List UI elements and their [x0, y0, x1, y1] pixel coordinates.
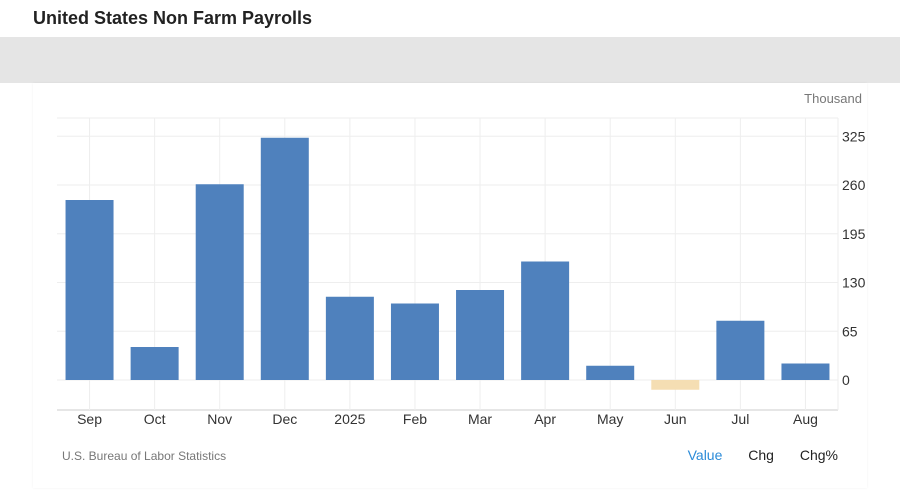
- x-tick-label: Apr: [534, 411, 556, 427]
- y-tick-label: 195: [842, 226, 866, 242]
- bar-feb[interactable]: [390, 303, 439, 381]
- tab-value[interactable]: Value: [687, 447, 723, 463]
- tab-chg-percent[interactable]: Chg%: [799, 447, 838, 463]
- x-tick-label: Oct: [144, 411, 166, 427]
- x-tick-label: May: [597, 411, 623, 427]
- y-tick-label: 130: [842, 275, 866, 291]
- y-tick-label: 325: [842, 128, 866, 144]
- view-tabs: Value Chg Chg%: [666, 447, 838, 463]
- x-tick-label: Jul: [731, 411, 749, 427]
- chart-panel: [33, 83, 867, 488]
- bar-aug[interactable]: [781, 363, 830, 381]
- bar-2025[interactable]: [325, 296, 374, 380]
- y-tick-label: 260: [842, 177, 866, 193]
- tab-chg[interactable]: Chg: [748, 447, 774, 463]
- x-tick-label: Jun: [664, 411, 687, 427]
- x-tick-label: Aug: [793, 411, 818, 427]
- bar-mar[interactable]: [456, 290, 505, 380]
- x-tick-label: 2025: [334, 411, 365, 427]
- x-tick-label: Nov: [207, 411, 232, 427]
- toolbar-band: [0, 37, 900, 83]
- source-label: U.S. Bureau of Labor Statistics: [62, 449, 227, 463]
- bar-jul[interactable]: [716, 320, 765, 380]
- x-tick-label: Dec: [272, 411, 297, 427]
- bar-may[interactable]: [586, 365, 635, 380]
- bar-jun[interactable]: [651, 380, 700, 390]
- page-title: United States Non Farm Payrolls: [33, 8, 313, 28]
- x-tick-label: Feb: [403, 411, 427, 427]
- bar-oct[interactable]: [130, 347, 179, 380]
- bar-nov[interactable]: [195, 184, 244, 380]
- bar-apr[interactable]: [521, 261, 570, 381]
- x-tick-label: Sep: [77, 411, 102, 427]
- y-unit-label: Thousand: [804, 91, 862, 106]
- bar-dec[interactable]: [260, 137, 309, 380]
- y-tick-label: 65: [842, 323, 858, 339]
- y-tick-label: 0: [842, 372, 850, 388]
- bar-sep[interactable]: [65, 200, 114, 380]
- x-tick-label: Mar: [468, 411, 492, 427]
